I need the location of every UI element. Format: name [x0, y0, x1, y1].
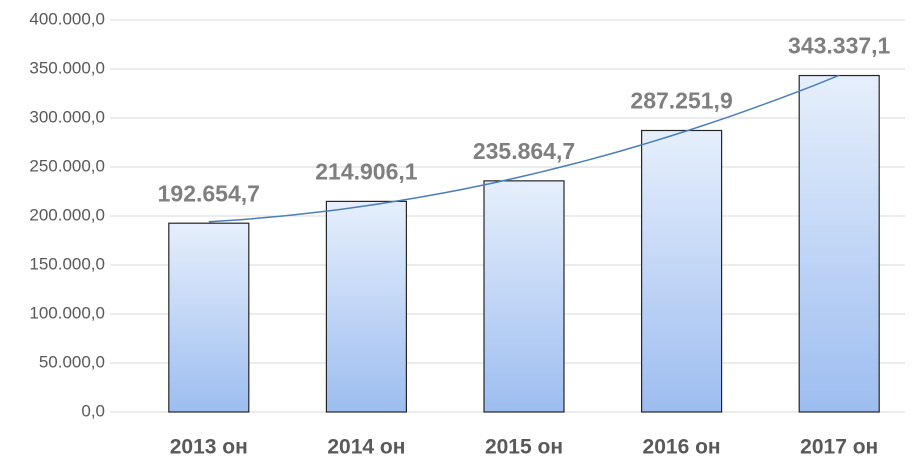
- y-tick-label: 0,0: [81, 401, 105, 420]
- y-tick-label: 200.000,0: [29, 205, 105, 224]
- data-label: 343.337,1: [788, 33, 891, 59]
- bar: [168, 222, 250, 413]
- bar: [640, 129, 723, 413]
- bar: [798, 74, 880, 413]
- data-label: 214.906,1: [315, 158, 418, 184]
- data-label: 192.654,7: [158, 180, 260, 206]
- y-tick-label: 150.000,0: [29, 254, 105, 273]
- x-tick-label: 2013 он: [170, 436, 248, 459]
- y-tick-label: 400.000,0: [29, 9, 105, 28]
- x-tick-label: 2016 он: [643, 436, 721, 459]
- x-tick-label: 2015 он: [485, 436, 563, 459]
- y-tick-label: 250.000,0: [29, 156, 105, 175]
- bar: [483, 180, 565, 413]
- y-tick-label: 50.000,0: [39, 352, 105, 371]
- y-tick-label: 350.000,0: [29, 58, 105, 77]
- data-label: 235.864,7: [473, 138, 575, 164]
- y-tick-label: 300.000,0: [29, 107, 105, 126]
- x-tick-label: 2014 он: [327, 436, 405, 459]
- trendline: [208, 74, 840, 223]
- x-tick-label: 2017 он: [800, 436, 878, 459]
- bar: [325, 200, 407, 413]
- data-label: 287.251,9: [630, 88, 732, 114]
- y-tick-label: 100.000,0: [29, 303, 105, 322]
